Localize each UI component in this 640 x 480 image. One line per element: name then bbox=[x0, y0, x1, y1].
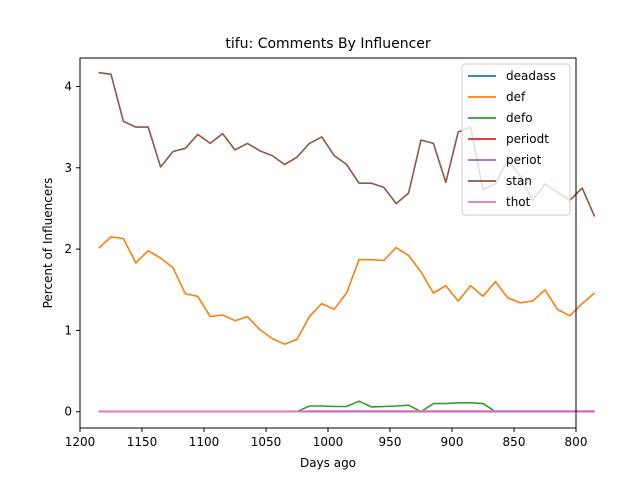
y-tick-label: 4 bbox=[64, 79, 72, 93]
x-tick-label: 900 bbox=[441, 435, 464, 449]
x-tick-label: 1000 bbox=[313, 435, 344, 449]
y-tick-label: 0 bbox=[64, 405, 72, 419]
x-tick-label: 850 bbox=[503, 435, 526, 449]
legend-label-deadass: deadass bbox=[506, 69, 556, 83]
x-tick-label: 1200 bbox=[65, 435, 96, 449]
chart-title: tifu: Comments By Influencer bbox=[225, 36, 431, 52]
x-tick-label: 800 bbox=[565, 435, 588, 449]
x-tick-label: 1150 bbox=[127, 435, 158, 449]
y-tick-label: 2 bbox=[64, 242, 72, 256]
legend-label-periot: periot bbox=[506, 153, 542, 167]
series-line-thot bbox=[98, 410, 595, 413]
series-line-def bbox=[98, 236, 596, 346]
legend-label-stan: stan bbox=[506, 174, 532, 188]
legend-label-periodt: periodt bbox=[506, 132, 549, 146]
legend: deadass def defo periodt periot stan thot bbox=[461, 63, 571, 216]
y-axis-ticks: 0 1 2 3 4 bbox=[64, 79, 80, 419]
y-tick-label: 1 bbox=[64, 323, 72, 337]
x-tick-label: 950 bbox=[379, 435, 402, 449]
x-axis-ticks: 1200 1150 1100 1050 1000 950 900 850 800 bbox=[65, 428, 588, 449]
legend-label-thot: thot bbox=[506, 195, 531, 209]
legend-label-def: def bbox=[506, 90, 526, 104]
x-axis-label: Days ago bbox=[300, 456, 356, 470]
y-tick-label: 3 bbox=[64, 161, 72, 175]
y-axis-label: Percent of Influencers bbox=[41, 178, 55, 309]
legend-label-defo: defo bbox=[506, 111, 533, 125]
x-tick-label: 1050 bbox=[251, 435, 282, 449]
x-tick-label: 1100 bbox=[189, 435, 220, 449]
legend-box bbox=[461, 63, 571, 216]
